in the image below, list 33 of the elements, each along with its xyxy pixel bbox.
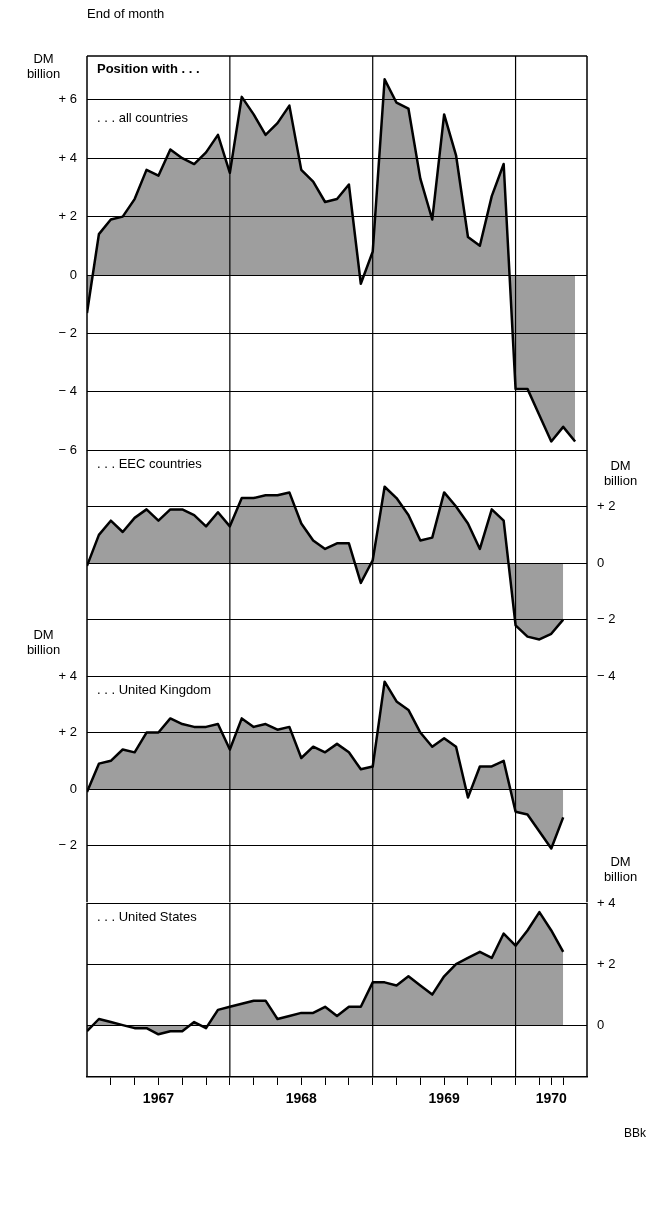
y2-tick-label: + 2 [597,955,616,971]
y-tick-label: + 2 [58,208,77,224]
x-tick-label: 1967 [142,1089,175,1106]
y-tick-label: 0 [69,266,77,282]
x-tick-label: 1970 [535,1089,568,1106]
text: . . . all countries [97,110,189,125]
y-tick-label: + 4 [58,667,77,683]
y2-tick-label: + 4 [597,894,616,910]
text: . . . United States [97,908,198,924]
y-tick-label: + 2 [58,724,77,740]
x-tick-label: 1968 [285,1089,318,1106]
y2-axis-title: DM billion [603,457,638,488]
y-tick-label: + 4 [58,149,77,165]
chart-title: End of month [87,6,165,21]
x-tick-label: 1969 [428,1089,460,1106]
text: . . . EEC countries [97,456,203,472]
y-axis-title: DM billion [26,627,61,658]
y-tick-label: − 6 [58,441,77,457]
y-axis-title: DM billion [26,50,61,81]
y2-tick-label: − 2 [597,611,616,627]
y2-tick-label: 0 [597,1016,605,1032]
y2-tick-label: 0 [597,554,605,570]
y-tick-label: − 2 [58,837,77,853]
y2-tick-label: + 2 [597,498,616,514]
y-tick-label: − 2 [58,324,77,340]
text: BBk [623,1125,647,1140]
y-tick-label: + 6 [58,91,77,107]
y2-axis-title: DM billion [603,853,638,884]
y-tick-label: − 4 [58,383,77,399]
chart-subtitle: Position with . . . [97,61,200,76]
y-tick-label: 0 [69,781,77,797]
text: . . . United Kingdom [97,682,212,698]
y2-tick-label: − 4 [597,667,616,683]
